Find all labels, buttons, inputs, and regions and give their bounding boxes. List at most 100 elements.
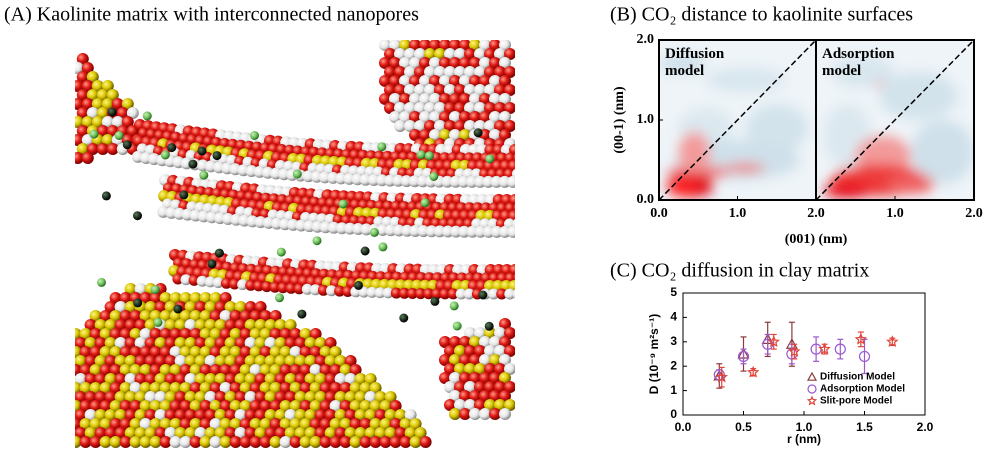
atom [374, 287, 386, 299]
atom [172, 273, 184, 285]
atom [224, 409, 237, 421]
atom [499, 57, 511, 69]
atom [499, 318, 511, 330]
atom [164, 427, 177, 439]
y-tick-label: 2.0 [637, 32, 655, 47]
atom [264, 373, 277, 385]
atom [494, 66, 506, 78]
atom [389, 75, 401, 87]
atom [76, 53, 89, 65]
density-blobs [659, 54, 809, 198]
atom [139, 310, 152, 322]
atom [209, 310, 222, 322]
atom [159, 310, 172, 322]
atom [319, 418, 332, 430]
atom [478, 290, 488, 300]
atom [274, 355, 287, 367]
atom [209, 382, 222, 394]
atom [149, 292, 162, 304]
atom [294, 391, 307, 403]
atom [463, 288, 475, 300]
legend-marker [807, 384, 817, 394]
atom [261, 281, 273, 293]
atom [94, 391, 107, 403]
atom [394, 48, 406, 60]
atom [494, 84, 506, 96]
atom [149, 400, 162, 412]
atom [279, 400, 292, 412]
atom [399, 313, 409, 323]
atom [364, 409, 377, 421]
atom [254, 427, 267, 439]
atom [339, 436, 352, 448]
atom [369, 436, 382, 448]
atom [119, 418, 132, 430]
atom [394, 427, 407, 439]
atom [449, 40, 461, 51]
atom [499, 225, 511, 238]
atom [404, 409, 417, 421]
density-panels: Diffusion model 0.0 1.0 2.0 Adsorption model… [612, 32, 983, 247]
atom [449, 301, 459, 311]
y-tick-label: 1.0 [637, 112, 655, 127]
atom [289, 364, 302, 376]
atom [334, 373, 347, 385]
atom [189, 346, 202, 358]
atom [414, 102, 426, 114]
atom [394, 120, 406, 132]
atom [439, 336, 451, 348]
atom [474, 381, 486, 393]
atom [504, 345, 515, 357]
atom [404, 66, 416, 78]
atom [239, 364, 252, 376]
atom [81, 152, 94, 164]
atom [489, 408, 501, 420]
atom [349, 436, 362, 448]
atom [384, 391, 397, 403]
atom [253, 280, 265, 292]
scatter-panel: 0.0 0.5 1.0 1.5 2.0 0 1 2 3 4 5 r (nm) D (10⁻⁹ m²s⁻¹… [647, 285, 933, 446]
atom [209, 328, 222, 340]
atom [339, 364, 352, 376]
atom [79, 382, 92, 394]
atom [299, 328, 312, 340]
atom [314, 409, 327, 421]
atom [79, 436, 92, 448]
atom [244, 391, 257, 403]
atom [494, 399, 506, 411]
atom [239, 400, 252, 412]
x-tick-label: 1.0 [796, 420, 813, 434]
atom [109, 292, 122, 304]
atom [75, 364, 82, 376]
density-blob [823, 182, 872, 199]
atom [434, 120, 446, 132]
atom [284, 427, 297, 439]
atom [179, 382, 192, 394]
atom [359, 382, 372, 394]
atom [389, 93, 401, 105]
atom [499, 40, 511, 51]
atom [164, 337, 177, 349]
atom [89, 129, 99, 139]
atom [489, 390, 501, 402]
atom [269, 310, 282, 322]
atom [289, 328, 302, 340]
atom [449, 93, 461, 105]
atom [444, 399, 456, 411]
atom [459, 408, 471, 420]
atom [184, 337, 197, 349]
atom [284, 391, 297, 403]
atom [159, 328, 172, 340]
atom [276, 247, 286, 257]
atom [89, 418, 102, 430]
density-blob [659, 54, 707, 74]
atom [389, 111, 401, 123]
atom [139, 328, 152, 340]
atom [219, 364, 232, 376]
atom [354, 373, 367, 385]
atom [409, 75, 421, 87]
atom [499, 129, 511, 141]
atom [309, 382, 322, 394]
atom [99, 310, 112, 322]
atom [349, 364, 362, 376]
